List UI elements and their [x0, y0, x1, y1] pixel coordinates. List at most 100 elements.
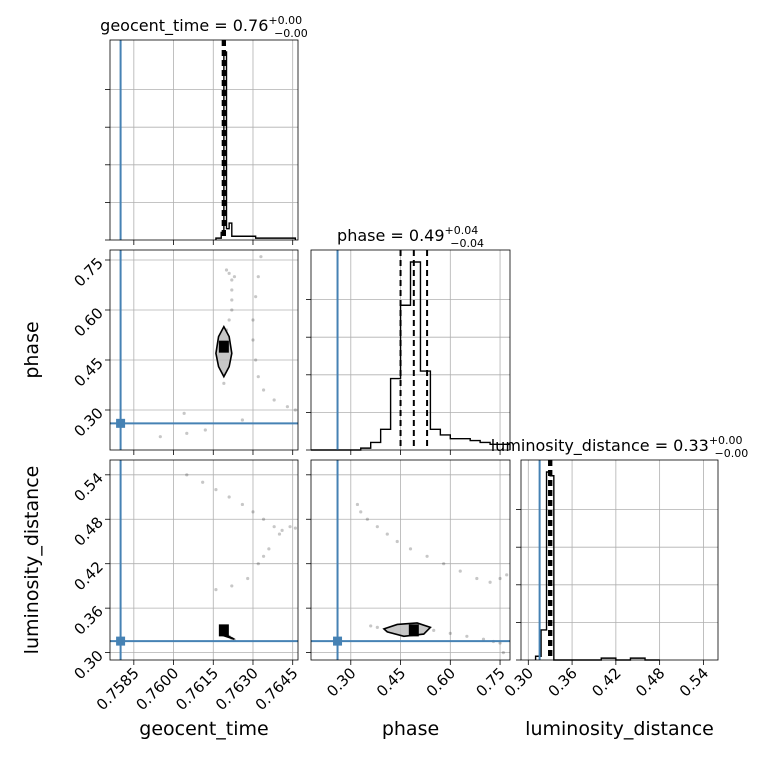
xtick-label-luminosity-distance-0: 0.30 [501, 664, 537, 700]
sample-point-panel-geocent-time-vs-luminosity-distance-15 [277, 532, 282, 536]
title-minus-geocent-time: −0.00 [274, 27, 308, 40]
sample-point-panel-geocent-time-vs-luminosity-distance-16 [267, 547, 271, 551]
sample-point-panel-geocent-time-vs-phase-23 [185, 431, 189, 435]
xtick-label-luminosity-distance-2: 0.42 [588, 664, 624, 700]
sample-point-panel-phase-vs-luminosity-distance-10 [359, 510, 363, 514]
sample-point-panel-geocent-time-vs-luminosity-distance-13 [288, 525, 292, 529]
truth-marker-panel-geocent-time-vs-luminosity-distance [116, 636, 126, 646]
sample-point-panel-geocent-time-vs-phase-11 [259, 255, 263, 259]
truth-marker-panel-phase-vs-luminosity-distance [333, 636, 343, 646]
title-plus-phase: +0.04 [445, 224, 479, 237]
sample-point-panel-geocent-time-vs-phase-22 [158, 435, 162, 439]
sample-point-panel-geocent-time-vs-phase-20 [285, 405, 290, 409]
sample-point-panel-geocent-time-vs-phase-3 [227, 318, 231, 322]
sample-point-panel-geocent-time-vs-luminosity-distance-4 [185, 473, 189, 477]
ytick-label-phase-3: 0.75 [70, 254, 106, 290]
sample-point-panel-phase-vs-luminosity-distance-1 [448, 631, 452, 635]
sample-point-panel-phase-vs-luminosity-distance-2 [465, 634, 469, 638]
title-plus-luminosity-distance: +0.00 [709, 434, 743, 447]
axes [105, 39, 719, 665]
ytick-label-phase-2: 0.60 [70, 304, 106, 340]
contour-panel-phase-vs-luminosity-distance [382, 622, 432, 638]
sample-point-panel-phase-vs-luminosity-distance-12 [375, 525, 379, 529]
sample-point-panel-geocent-time-vs-phase-16 [254, 358, 258, 362]
xtick-label-phase-0: 0.30 [323, 664, 359, 700]
sample-point-panel-phase-vs-luminosity-distance-7 [375, 625, 379, 630]
sample-point-panel-phase-vs-luminosity-distance-19 [475, 576, 479, 581]
yaxis-label-luminosity-distance: luminosity_distance [21, 466, 43, 655]
sample-point-panel-geocent-time-vs-luminosity-distance-14 [293, 526, 297, 530]
histogram-phase [311, 261, 511, 451]
sample-point-panel-phase-vs-luminosity-distance-8 [369, 624, 373, 628]
sample-point-panel-geocent-time-vs-phase-0 [222, 381, 226, 385]
sample-point-panel-geocent-time-vs-phase-6 [230, 288, 234, 292]
sample-point-panel-phase-vs-luminosity-distance-20 [488, 580, 492, 584]
sample-point-panel-geocent-time-vs-luminosity-distance-18 [246, 576, 250, 581]
xtick-label-geocent-time-1: 0.7600 [133, 664, 183, 714]
sample-point-panel-geocent-time-vs-phase-14 [251, 318, 255, 322]
frame-panel-phase-vs-luminosity-distance [310, 459, 511, 661]
ytick-label-luminosity-distance-1: 0.36 [70, 602, 106, 638]
sample-point-panel-geocent-time-vs-phase-18 [261, 388, 266, 392]
frame-panel-geocent-time-vs-luminosity-distance [109, 459, 299, 661]
title-phase: phase = 0.49+0.04 −0.04 [337, 224, 484, 250]
title-minus-phase: −0.04 [450, 237, 484, 250]
sample-point-panel-phase-vs-luminosity-distance-0 [432, 628, 436, 632]
xaxis-label-luminosity-distance: luminosity_distance [525, 718, 714, 740]
sample-point-panel-phase-vs-luminosity-distance-21 [498, 576, 502, 581]
sample-point-panel-geocent-time-vs-phase-7 [230, 278, 234, 282]
histogram-luminosity-distance [534, 471, 660, 661]
frame-hist-panel-luminosity-distance [520, 459, 719, 661]
sample-point-panel-geocent-time-vs-luminosity-distance-11 [272, 525, 276, 529]
sample-point-panel-geocent-time-vs-luminosity-distance-12 [280, 528, 284, 532]
sample-point-panel-geocent-time-vs-luminosity-distance-21 [261, 554, 266, 558]
title-minus-luminosity-distance: −0.00 [715, 447, 749, 460]
sample-point-panel-geocent-time-vs-phase-24 [203, 428, 207, 432]
yaxis-label-phase: phase [21, 321, 43, 378]
sample-point-panel-geocent-time-vs-luminosity-distance-20 [214, 588, 218, 592]
sample-point-panel-geocent-time-vs-luminosity-distance-5 [201, 480, 205, 484]
sample-point-panel-geocent-time-vs-phase-4 [230, 308, 234, 312]
sample-point-panel-geocent-time-vs-luminosity-distance-10 [261, 517, 266, 521]
frame-hist-panel-phase [310, 249, 511, 451]
sample-point-panel-geocent-time-vs-phase-10 [232, 275, 237, 279]
sample-point-panel-geocent-time-vs-phase-21 [293, 408, 297, 412]
sample-point-panel-geocent-time-vs-luminosity-distance-9 [251, 510, 255, 514]
sample-point-panel-phase-vs-luminosity-distance-6 [501, 650, 505, 655]
xtick-label-luminosity-distance-3: 0.48 [632, 664, 668, 700]
sample-point-panel-phase-vs-luminosity-distance-22 [505, 573, 509, 577]
xtick-label-luminosity-distance-4: 0.54 [676, 664, 712, 700]
sample-point-panel-geocent-time-vs-luminosity-distance-7 [227, 495, 231, 499]
title-geocent-time: geocent_time = 0.76+0.00 −0.00 [100, 14, 308, 40]
data-marks [110, 40, 660, 661]
title-luminosity-distance: luminosity_distance = 0.33+0.00 −0.00 [491, 434, 749, 460]
sample-point-panel-geocent-time-vs-phase-12 [256, 275, 260, 279]
ytick-label-luminosity-distance-4: 0.54 [70, 469, 106, 505]
title-text-phase: phase = 0.49 [337, 226, 444, 245]
sample-point-panel-phase-vs-luminosity-distance-13 [385, 532, 389, 536]
xtick-label-phase-2: 0.60 [423, 664, 459, 700]
sample-point-panel-phase-vs-luminosity-distance-11 [365, 517, 369, 521]
sample-point-panel-geocent-time-vs-phase-15 [251, 338, 255, 342]
sample-point-panel-geocent-time-vs-luminosity-distance-17 [256, 562, 260, 566]
xtick-label-luminosity-distance-1: 0.36 [545, 664, 581, 700]
xaxis-label-geocent-time: geocent_time [139, 718, 268, 740]
ytick-label-phase-1: 0.45 [70, 354, 106, 390]
xtick-label-geocent-time-0: 0.7585 [93, 664, 143, 714]
title-text-geocent-time: geocent_time = 0.76 [100, 16, 268, 36]
sample-point-panel-geocent-time-vs-luminosity-distance-8 [240, 502, 244, 507]
title-plus-geocent-time: +0.00 [268, 14, 302, 27]
ytick-label-phase-0: 0.30 [70, 404, 106, 440]
sample-point-panel-geocent-time-vs-luminosity-distance-19 [230, 584, 234, 588]
ytick-label-luminosity-distance-3: 0.48 [70, 513, 106, 549]
frame-panel-geocent-time-vs-phase [109, 249, 299, 451]
xtick-label-geocent-time-4: 0.7645 [252, 664, 302, 714]
density-core-panel-geocent-time-vs-phase [218, 340, 229, 353]
sample-point-panel-phase-vs-luminosity-distance-9 [355, 502, 360, 507]
sample-point-panel-phase-vs-luminosity-distance-15 [408, 547, 413, 551]
sample-point-panel-phase-vs-luminosity-distance-17 [442, 562, 446, 566]
histogram-geocent-time [215, 51, 297, 240]
frame-hist-panel-geocent-time [109, 39, 299, 241]
